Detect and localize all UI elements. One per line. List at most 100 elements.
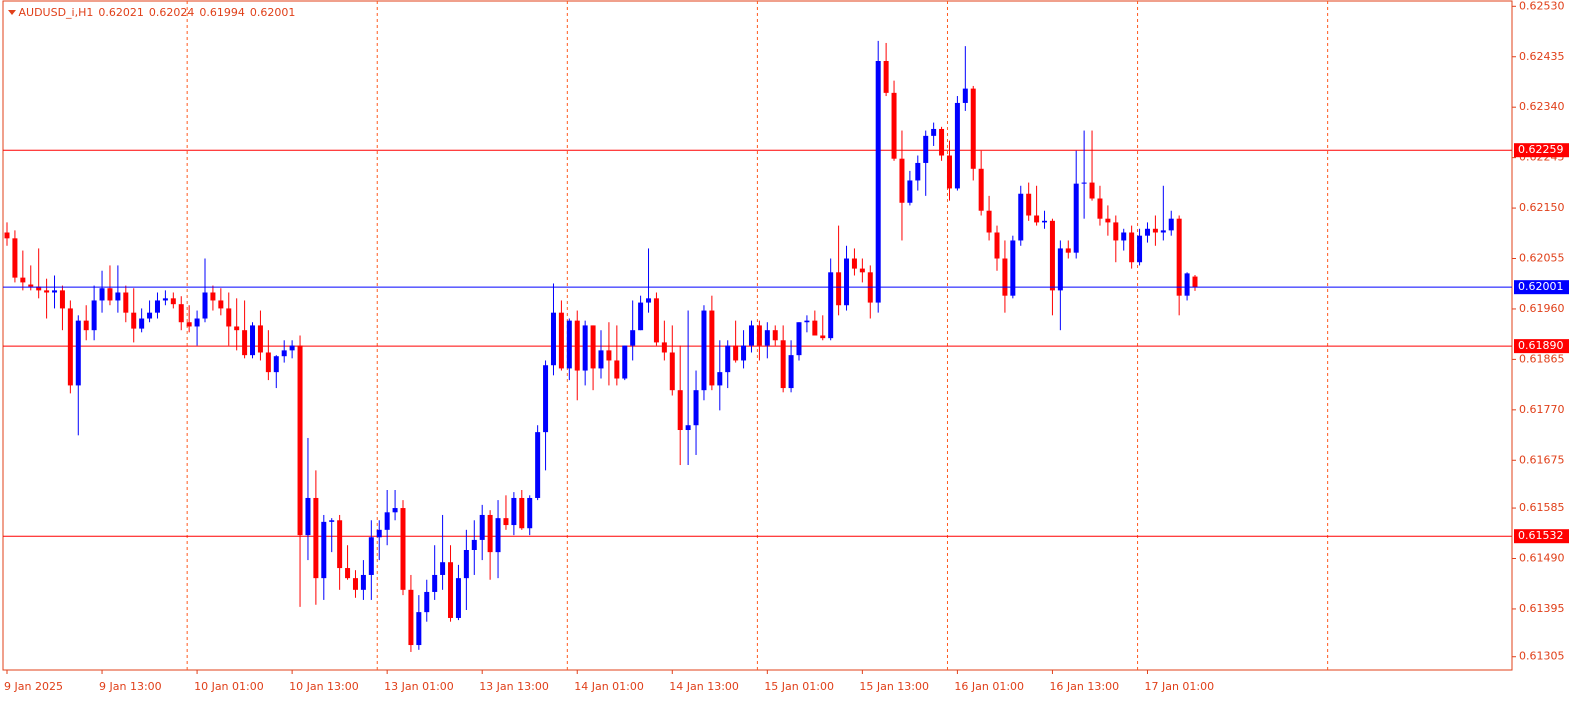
candle-body [479,514,485,540]
candle-body [194,318,200,327]
x-tick-label: 9 Jan 13:00 [99,680,162,693]
collapse-arrow[interactable] [8,10,16,15]
candle-body [859,268,865,273]
candle-body [313,497,319,579]
candle-body [440,562,446,575]
y-tick-label: 0.61960 [1519,302,1565,315]
y-tick-label: 0.62435 [1519,50,1565,63]
candle-body [764,330,770,346]
x-tick-label: 16 Jan 13:00 [1049,680,1119,693]
y-tick-label: 0.61305 [1519,650,1565,663]
candle-body [250,325,256,356]
candle-body [305,497,311,536]
candle-body [400,508,406,590]
candle-body [202,292,208,319]
x-tick-label: 10 Jan 13:00 [289,680,359,693]
candle-body [432,574,438,592]
candle-body [281,350,287,357]
candle-body [131,312,137,329]
candle-body [210,292,216,301]
candle-body [1184,273,1190,296]
candle-body [669,352,675,391]
x-tick-label: 15 Jan 01:00 [764,680,834,693]
candle-body [796,322,802,356]
candle-body [139,318,145,329]
candle-body [1144,228,1150,236]
candle-body [693,390,699,426]
candle-body [392,508,398,513]
candle-body [788,355,794,389]
candle-body [717,372,723,386]
candle-body [67,308,73,386]
candle-body [661,342,667,353]
candle-body [931,128,937,136]
candle-body [820,335,826,339]
candle-body [1073,183,1079,253]
y-tick-label: 0.62150 [1519,201,1565,214]
bid-label: 0.62001 [1518,280,1564,293]
candle-body [28,284,34,287]
x-tick-label: 13 Jan 13:00 [479,680,549,693]
candle-body [1097,198,1103,219]
candle-body [883,60,889,93]
candle-body [337,520,343,569]
candle-body [780,340,786,389]
candle-body [725,345,731,373]
candle-body [962,88,968,103]
x-tick-label: 10 Jan 01:00 [194,680,264,693]
candle-body [487,514,493,553]
candle-body [614,360,620,379]
candle-body [511,497,517,526]
candle-body [598,350,604,369]
candle-body [733,345,739,361]
candle-body [558,312,564,369]
candle-body [44,290,50,293]
candle-body [503,518,509,526]
candle-body [329,520,335,522]
candle-body [162,298,168,301]
candle-body [147,312,153,319]
header-close: 0.62001 [249,6,296,19]
candle-body [986,210,992,233]
candle-body [1010,240,1016,296]
level-label: 0.61890 [1518,339,1564,352]
candle-body [1089,182,1095,199]
candle-body [622,345,628,379]
candle-body [891,92,897,159]
candle-body [994,232,1000,259]
candle-body [352,578,358,590]
candle-body [844,258,850,306]
candle-body [83,320,89,331]
candle-body [1176,218,1182,296]
candle-body [606,350,612,361]
level-label-box [1514,529,1569,544]
candle-body [1018,193,1024,241]
y-tick-label: 0.62530 [1519,0,1565,12]
candle-body [543,365,549,433]
candle-body [685,425,691,431]
candle-body [289,345,295,351]
candle-body [519,497,525,529]
candle-body [574,320,580,371]
x-tick-label: 15 Jan 13:00 [859,680,929,693]
candle-body [20,277,26,283]
candle-body [123,292,129,313]
candle-body [1129,232,1135,263]
candle-body [321,521,327,579]
candle-body [804,320,810,323]
candle-body [638,302,644,331]
candle-body [772,330,778,341]
x-tick-label: 16 Jan 01:00 [954,680,1024,693]
y-tick-label: 0.62340 [1519,100,1565,113]
candle-body [273,356,279,373]
y-tick-label: 0.61490 [1519,552,1565,565]
candle-body [828,272,834,339]
candle-body [1049,220,1055,291]
candle-body [186,322,192,327]
candle-body [1113,222,1119,241]
candle-body [923,135,929,163]
candle-body [812,320,818,336]
candle-body [677,390,683,431]
